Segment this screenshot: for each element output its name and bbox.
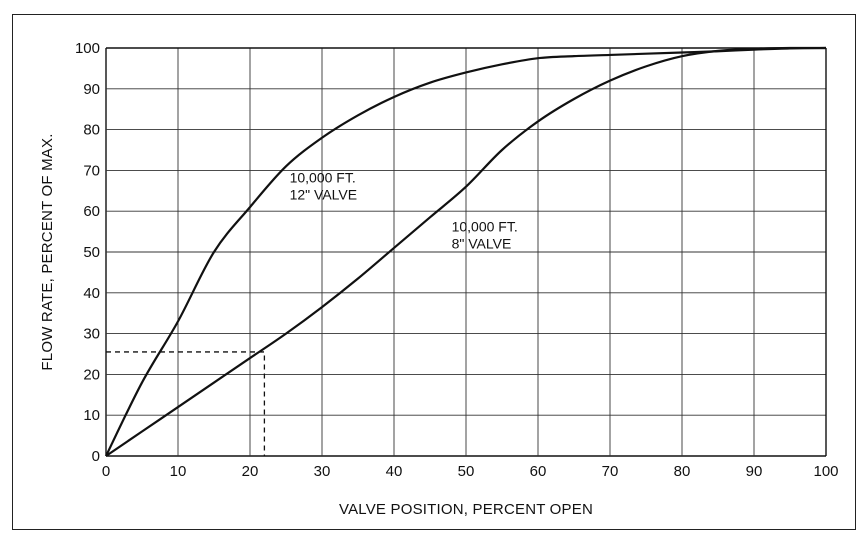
y-tick-labels: 0 10 20 30 40 50 60 70 80 90 100 xyxy=(75,40,100,465)
reference-line xyxy=(106,351,266,456)
y-tick-label: 40 xyxy=(83,285,100,302)
x-tick-label: 70 xyxy=(602,463,619,480)
series-lines xyxy=(105,46,827,457)
y-tick-label: 10 xyxy=(83,407,100,424)
y-tick-label: 90 xyxy=(83,81,100,98)
x-tick-label: 80 xyxy=(674,463,691,480)
annotation-label: 10,000 FT. xyxy=(452,219,518,235)
x-axis-title: VALVE POSITION, PERCENT OPEN xyxy=(339,501,593,518)
x-tick-label: 30 xyxy=(314,463,331,480)
x-tick-label: 40 xyxy=(386,463,403,480)
x-tick-label: 20 xyxy=(242,463,259,480)
y-axis-title: FLOW RATE, PERCENT OF MAX. xyxy=(39,133,56,370)
y-tick-label: 0 xyxy=(92,448,100,465)
y-tick-label: 50 xyxy=(83,244,100,261)
grid xyxy=(105,47,827,457)
x-tick-label: 60 xyxy=(530,463,547,480)
x-tick-labels: 0 10 20 30 40 50 60 70 80 90 100 xyxy=(102,463,839,480)
dashed-reference-line xyxy=(106,351,266,456)
annotation-label: 10,000 FT. xyxy=(290,170,356,186)
x-tick-label: 90 xyxy=(746,463,763,480)
x-tick-label: 0 xyxy=(102,463,110,480)
y-tick-label: 80 xyxy=(83,122,100,139)
y-tick-label: 30 xyxy=(83,326,100,343)
y-tick-label: 100 xyxy=(75,40,100,57)
x-tick-label: 100 xyxy=(813,463,838,480)
annotation-label: 8" VALVE xyxy=(452,236,512,252)
y-tick-label: 70 xyxy=(83,162,100,179)
y-tick-label: 20 xyxy=(83,366,100,383)
x-tick-label: 50 xyxy=(458,463,475,480)
x-tick-label: 10 xyxy=(170,463,187,480)
annotation-label: 12" VALVE xyxy=(290,187,358,203)
chart-frame xyxy=(12,14,856,530)
y-tick-label: 60 xyxy=(83,203,100,220)
series-line-2 xyxy=(105,46,827,457)
